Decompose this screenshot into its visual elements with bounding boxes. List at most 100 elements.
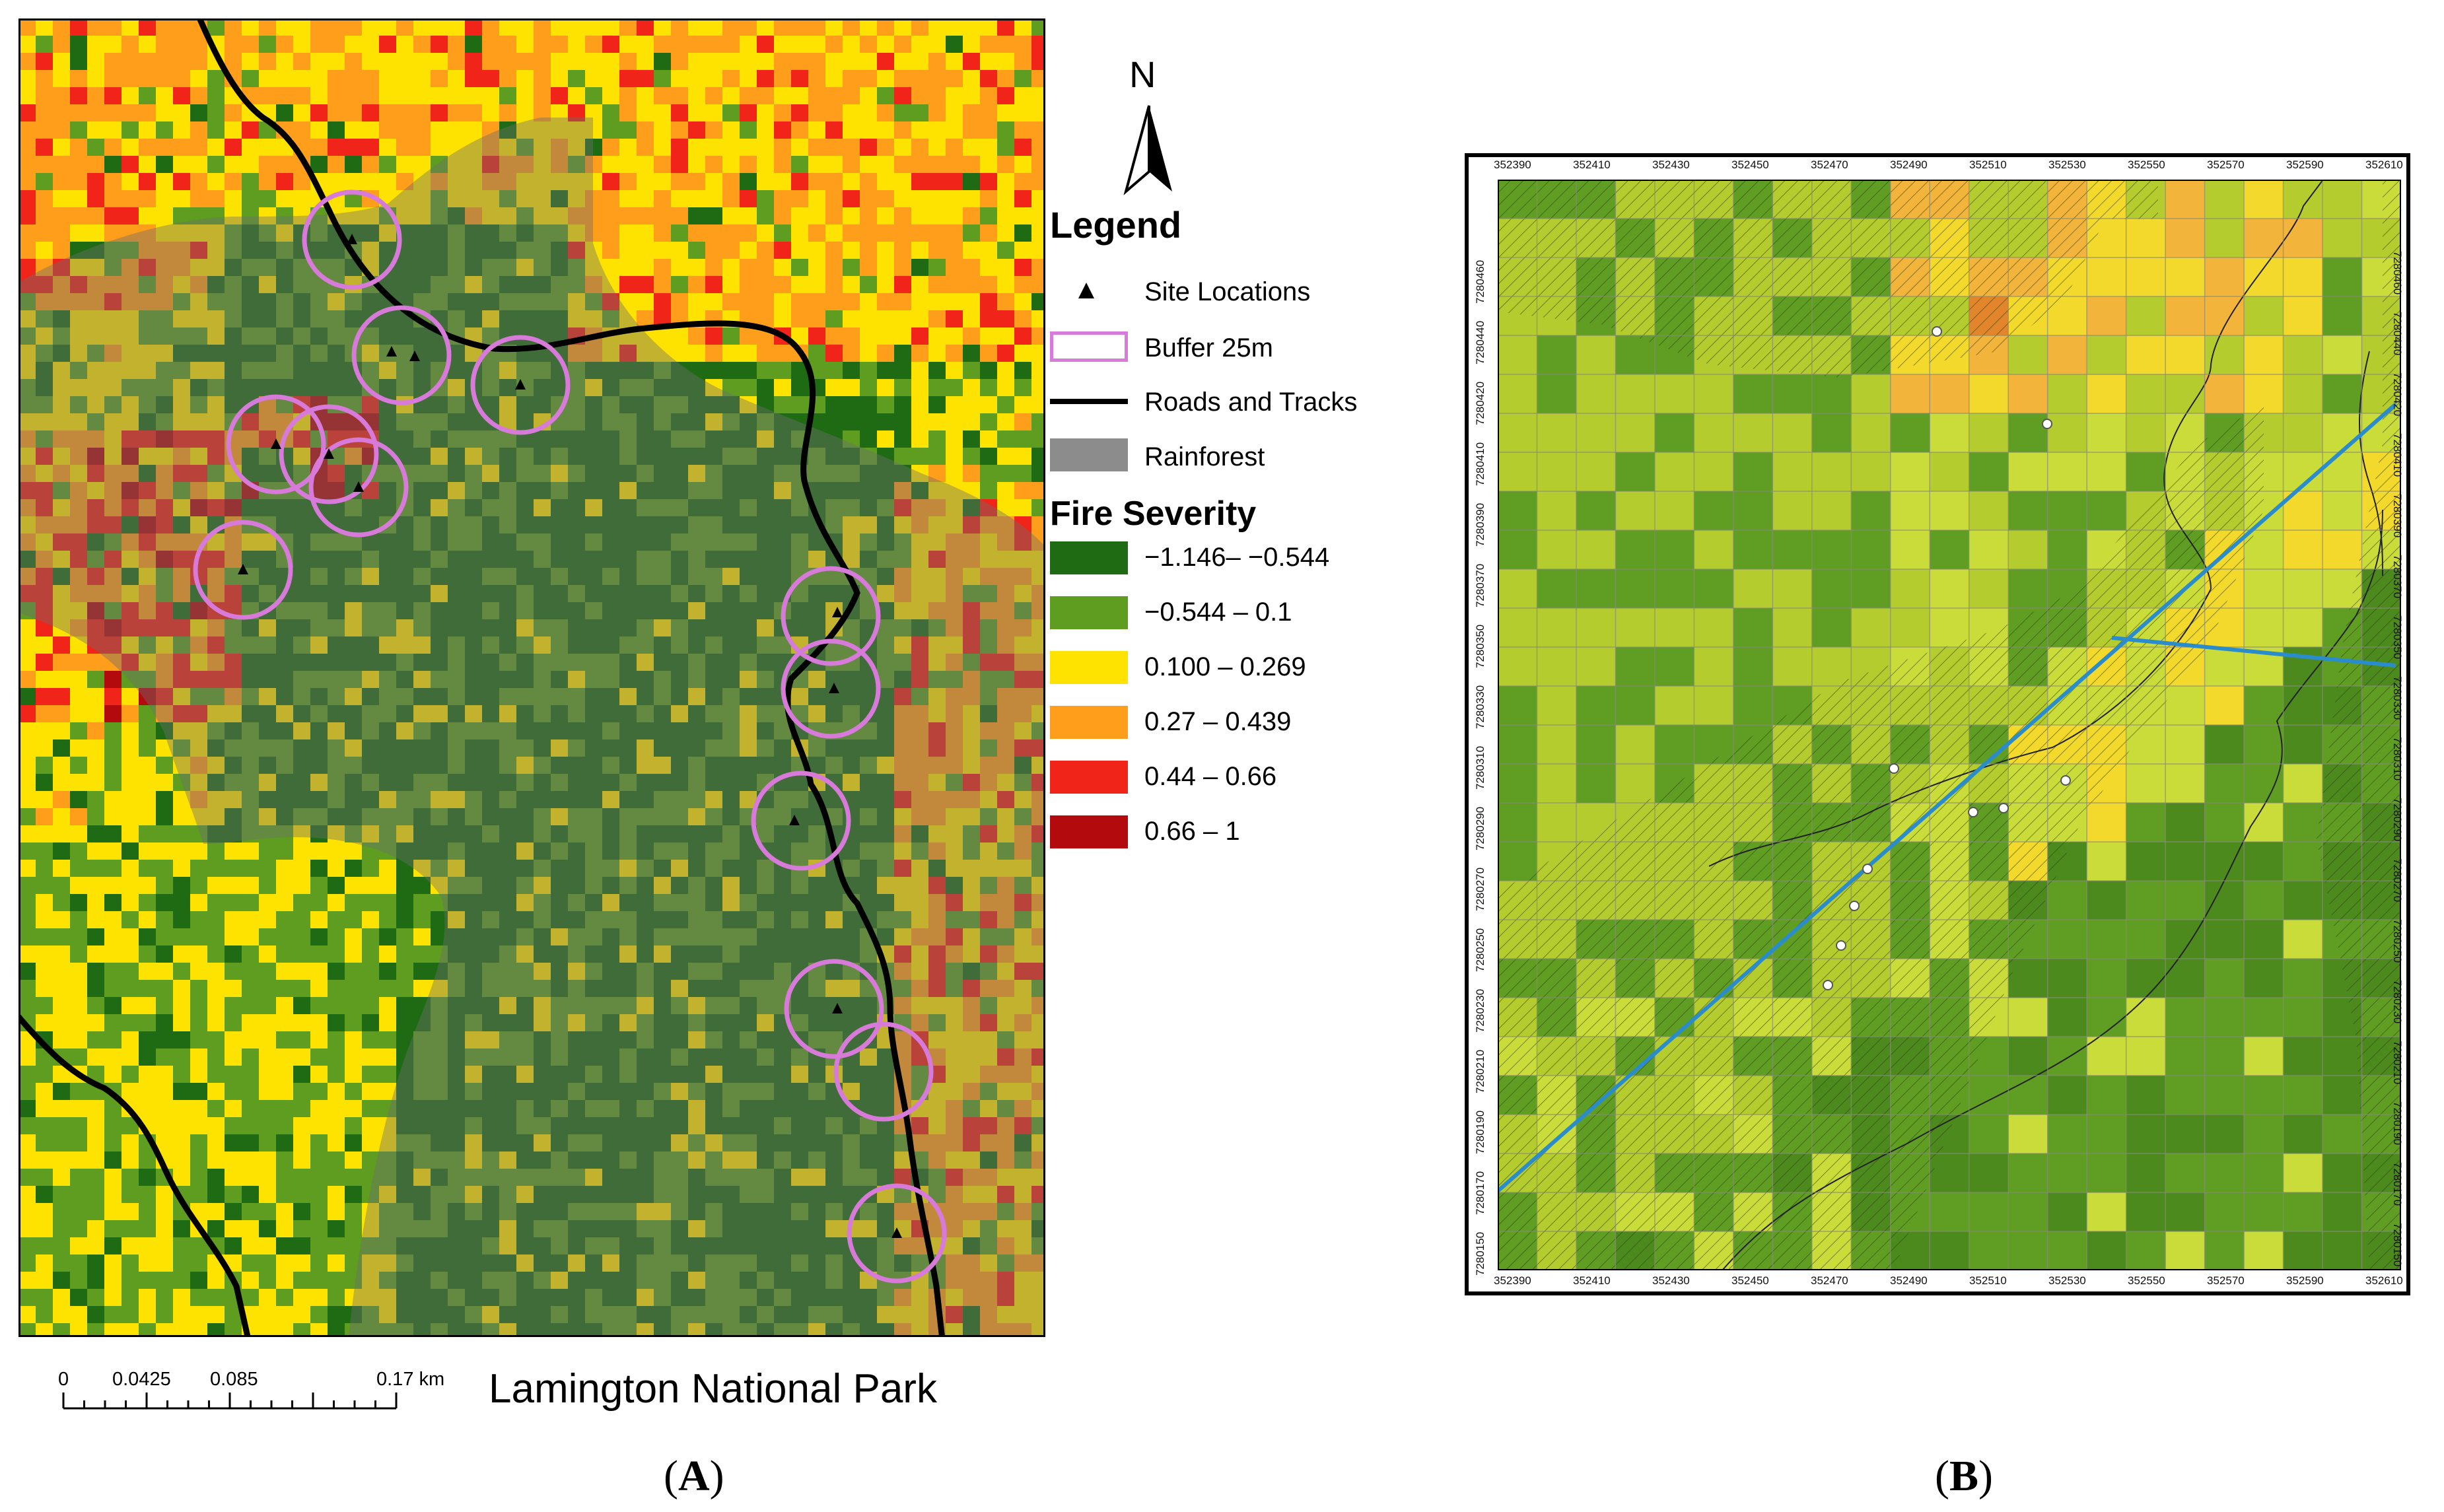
raster-cell — [70, 139, 88, 156]
raster-cell — [173, 1289, 191, 1307]
raster-cell — [980, 156, 998, 174]
raster-cell — [173, 980, 191, 998]
raster-cell — [413, 928, 431, 946]
raster-cell — [18, 808, 36, 826]
raster-cell — [259, 207, 277, 225]
raster-cell — [207, 345, 225, 362]
raster-cell — [36, 104, 53, 122]
raster-cell — [1031, 121, 1045, 139]
raster-cell — [53, 207, 71, 225]
raster-cell — [551, 121, 569, 139]
raster-cell — [585, 276, 603, 294]
raster-cell — [362, 139, 380, 156]
raster-cell — [36, 345, 53, 362]
raster-cell — [534, 362, 551, 380]
raster-cell — [448, 396, 466, 414]
raster-cell — [431, 396, 448, 414]
raster-cell — [1014, 413, 1032, 431]
raster-cell — [499, 259, 517, 277]
raster-cell — [980, 87, 998, 105]
raster-cell — [465, 36, 483, 53]
raster-cell — [328, 980, 345, 998]
raster-cell — [860, 430, 878, 448]
raster-cell — [345, 1117, 363, 1135]
raster-cell — [688, 242, 706, 259]
raster-cell — [534, 276, 551, 294]
raster-cell — [654, 36, 672, 53]
raster-cell — [448, 70, 466, 88]
raster-cell — [207, 1117, 225, 1135]
raster-cell — [156, 396, 174, 414]
raster-cell — [18, 1151, 36, 1169]
raster-cell — [843, 224, 860, 242]
raster-cell — [362, 945, 380, 963]
raster-cell — [928, 207, 946, 225]
raster-cell — [53, 1134, 71, 1152]
raster-cell — [448, 156, 466, 174]
raster-cell — [276, 894, 294, 912]
raster-cell — [963, 53, 981, 71]
raster-cell — [70, 842, 88, 860]
raster-cell — [379, 413, 397, 431]
raster-cell — [345, 293, 363, 311]
raster-cell — [1031, 36, 1045, 53]
raster-cell — [534, 139, 551, 156]
raster-cell — [345, 1151, 363, 1169]
raster-cell — [122, 980, 139, 998]
raster-cell — [18, 722, 36, 740]
raster-cell — [602, 310, 620, 328]
raster-cell — [740, 242, 757, 259]
raster-cell — [791, 104, 809, 122]
raster-cell — [448, 190, 466, 208]
raster-cell — [602, 190, 620, 208]
raster-cell — [87, 53, 105, 71]
raster-cell — [362, 860, 380, 877]
raster-cell — [87, 654, 105, 671]
raster-cell — [808, 104, 826, 122]
raster-cell — [431, 413, 448, 431]
raster-cell — [190, 1031, 208, 1049]
raster-cell — [774, 413, 792, 431]
raster-cell — [122, 362, 139, 380]
raster-cell — [242, 224, 260, 242]
raster-cell — [482, 293, 500, 311]
grid-cell — [1969, 530, 2009, 570]
raster-cell — [225, 259, 242, 277]
raster-cell — [36, 1237, 53, 1255]
raster-cell — [997, 242, 1015, 259]
raster-cell — [328, 1169, 345, 1186]
raster-cell — [207, 242, 225, 259]
raster-cell — [328, 1289, 345, 1307]
raster-cell — [499, 87, 517, 105]
raster-cell — [946, 293, 963, 311]
raster-cell — [516, 276, 534, 294]
raster-cell — [122, 1083, 139, 1101]
raster-cell — [122, 722, 139, 740]
raster-cell — [413, 980, 431, 998]
raster-cell — [722, 156, 740, 174]
raster-cell — [963, 310, 981, 328]
raster-cell — [156, 1014, 174, 1032]
grid-cell — [2322, 335, 2363, 375]
raster-cell — [122, 1151, 139, 1169]
raster-cell — [225, 1151, 242, 1169]
raster-cell — [379, 70, 397, 88]
raster-cell — [413, 156, 431, 174]
raster-cell — [70, 825, 88, 843]
raster-cell — [87, 1272, 105, 1289]
raster-cell — [36, 173, 53, 191]
raster-cell — [36, 825, 53, 843]
raster-cell — [911, 345, 929, 362]
raster-cell — [413, 18, 431, 36]
raster-cell — [396, 911, 414, 929]
raster-cell — [637, 379, 654, 397]
raster-cell — [87, 945, 105, 963]
raster-cell — [534, 104, 551, 122]
raster-cell — [36, 190, 53, 208]
raster-cell — [70, 774, 88, 792]
grid-cell — [2322, 413, 2363, 453]
raster-cell — [18, 1100, 36, 1118]
grid-cell — [1733, 530, 1773, 570]
raster-cell — [585, 207, 603, 225]
raster-cell — [104, 928, 122, 946]
